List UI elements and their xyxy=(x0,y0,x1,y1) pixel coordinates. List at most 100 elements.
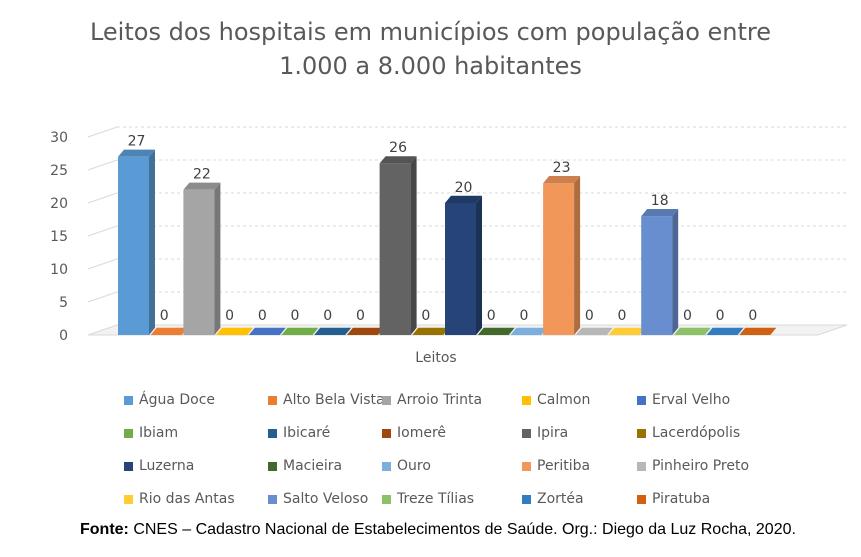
data-label: 0 xyxy=(356,308,365,324)
legend-item: Arroio Trinta xyxy=(382,392,482,408)
legend-item: Alto Bela Vista xyxy=(268,392,385,408)
bar-peritiba: 23 xyxy=(543,160,581,335)
data-label: 0 xyxy=(258,308,267,324)
bar-arroio-trinta: 22 xyxy=(183,167,221,335)
bar-side xyxy=(214,182,221,335)
gridline-diagonal xyxy=(87,291,118,303)
legend-swatch xyxy=(124,494,133,504)
legend-item: Luzerna xyxy=(124,458,194,474)
legend-label: Ibiam xyxy=(139,425,179,441)
legend-swatch xyxy=(124,428,133,438)
legend-swatch xyxy=(382,461,391,471)
bar-base xyxy=(314,327,352,335)
bar-água-doce: 27 xyxy=(118,134,155,335)
chart-title-line-2: 1.000 a 8.000 habitantes xyxy=(279,52,582,80)
gridline-diagonal xyxy=(87,126,118,138)
legend-label: Salto Veloso xyxy=(283,491,369,507)
bar-pinheiro-preto: 0 xyxy=(575,308,613,335)
data-label: 0 xyxy=(225,308,234,324)
y-tick-label: 30 xyxy=(50,130,68,146)
y-tick-label: 20 xyxy=(50,196,68,212)
bar-side xyxy=(149,149,155,335)
bar-front xyxy=(543,183,575,335)
data-label: 18 xyxy=(651,193,669,209)
legend-label: Ipira xyxy=(537,425,569,441)
source-text: CNES – Cadastro Nacional de Estabelecime… xyxy=(128,521,796,538)
bar-base xyxy=(510,327,548,335)
y-tick-label: 25 xyxy=(50,163,68,179)
bar-front xyxy=(118,156,149,335)
legend-swatch xyxy=(382,494,391,504)
bar-lacerdópolis: 0 xyxy=(412,308,450,335)
data-label: 26 xyxy=(389,140,407,156)
bar-top xyxy=(379,156,417,164)
legend-label: Alto Bela Vista xyxy=(283,392,385,408)
bar-front xyxy=(641,216,673,335)
bar-base xyxy=(477,327,515,335)
data-label: 0 xyxy=(487,308,496,324)
data-label: 0 xyxy=(291,308,300,324)
bar-base xyxy=(412,327,450,335)
legend-label: Ouro xyxy=(397,458,431,474)
legend-swatch xyxy=(637,494,646,504)
data-label: 0 xyxy=(683,308,692,324)
legend-label: Macieira xyxy=(283,458,343,474)
legend-swatch xyxy=(268,461,277,471)
bar-top xyxy=(118,149,155,157)
legend-label: Piratuba xyxy=(652,491,711,507)
bar-base xyxy=(673,327,711,335)
legend-label: Lacerdópolis xyxy=(652,425,741,441)
legend-swatch xyxy=(522,428,531,438)
x-category-label: Leitos xyxy=(415,350,456,366)
bar-luzerna: 20 xyxy=(445,180,482,335)
legend-label: Treze Tílias xyxy=(397,491,475,507)
bar-calmon: 0 xyxy=(216,308,254,335)
bar-base xyxy=(216,327,254,335)
legend-label: Erval Velho xyxy=(652,392,731,408)
legend-swatch xyxy=(124,461,133,471)
bar-chart: 0 5 10 15 20 25 30 27 0 22 0 0 0 0 0 26 0 20 0 0 23 0 0 18 0 0 0 Le… xyxy=(50,126,848,366)
legend-item: Macieira xyxy=(268,458,342,474)
legend-item: Ouro xyxy=(382,458,431,474)
bar-base xyxy=(706,327,744,335)
legend-item: Piratuba xyxy=(637,491,710,507)
legend-swatch xyxy=(124,395,133,405)
y-tick-label: 0 xyxy=(59,328,68,344)
data-label: 0 xyxy=(519,308,528,324)
legend-label: Luzerna xyxy=(139,458,195,474)
bar-base xyxy=(608,327,646,335)
data-label: 23 xyxy=(553,160,571,176)
data-label: 0 xyxy=(421,308,430,324)
legend-swatch xyxy=(268,428,277,438)
bar-side xyxy=(672,209,679,335)
bar-top xyxy=(445,195,482,203)
bar-top xyxy=(183,182,221,190)
bar-top xyxy=(641,209,679,217)
bar-iomerê: 0 xyxy=(346,308,384,335)
legend-label: Calmon xyxy=(537,392,591,408)
bar-base xyxy=(346,327,384,335)
bar-top xyxy=(543,176,581,184)
legend-swatch xyxy=(637,395,646,405)
chart-area: Leitos dos hospitais em municípios com p… xyxy=(50,18,848,507)
gridline-diagonal xyxy=(87,225,118,237)
source-caption: Fonte: CNES – Cadastro Nacional de Estab… xyxy=(80,521,796,539)
data-label: 0 xyxy=(160,308,169,324)
legend-label: Zortéa xyxy=(537,491,584,507)
legend-swatch xyxy=(522,494,531,504)
legend-item: Rio das Antas xyxy=(124,491,235,507)
bar-base xyxy=(739,327,777,335)
legend-item: Água Doce xyxy=(124,392,215,408)
legend-label: Rio das Antas xyxy=(139,491,235,507)
data-label: 0 xyxy=(716,308,725,324)
bar-piratuba: 0 xyxy=(739,308,777,335)
legend-swatch xyxy=(268,395,277,405)
legend-label: Ibicaré xyxy=(283,425,331,441)
legend-item: Ibicaré xyxy=(268,425,330,441)
legend-item: Erval Velho xyxy=(637,392,730,408)
data-label: 22 xyxy=(193,167,211,183)
bar-front xyxy=(183,189,215,335)
gridline-diagonal xyxy=(87,159,118,171)
legend-swatch xyxy=(522,395,531,405)
legend-item: Calmon xyxy=(522,392,590,408)
